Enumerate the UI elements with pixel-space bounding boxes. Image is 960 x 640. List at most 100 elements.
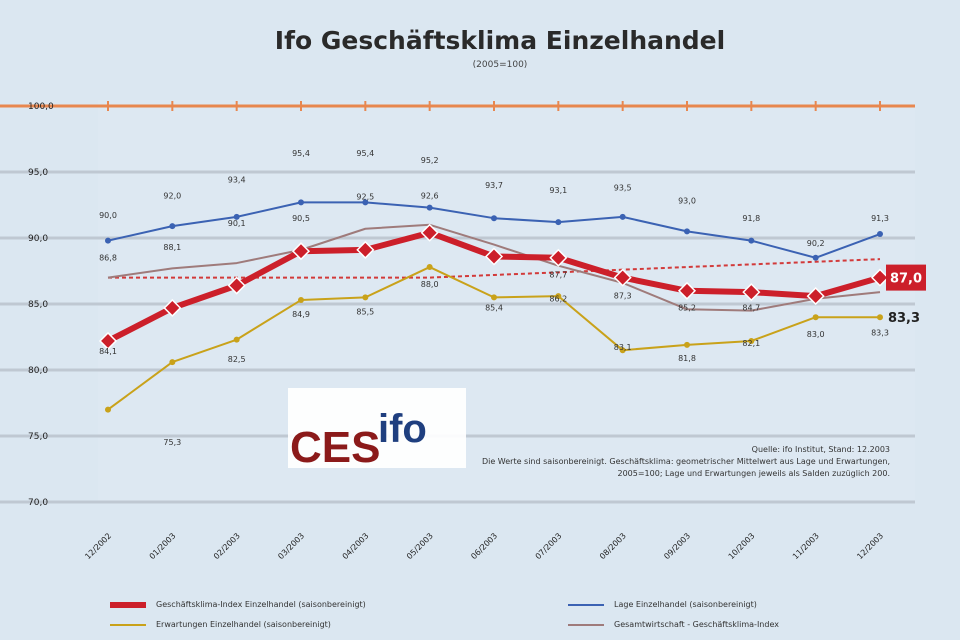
x-tick-label-8: 08/2003 [598,531,628,561]
series-0-point-8 [613,268,632,287]
data-label-4: 95,4 [356,149,374,158]
data-label-13: 86,8 [99,253,117,262]
y-tick-label-0: 100,0 [28,102,54,112]
series-2-point-2 [233,336,240,343]
series-1-point-12 [877,231,883,238]
cesifo-logo-background [288,388,466,468]
series-0-point-11 [806,287,825,306]
x-tick-label-10: 10/2003 [727,531,757,561]
end-label-red: 87,0 [890,272,922,287]
series-1-point-10 [748,237,755,244]
data-label-25: 82,5 [228,355,246,364]
data-label-20: 87,3 [614,292,632,301]
x-tick-label-6: 06/2003 [469,531,499,561]
legend: Geschäftsklima-Index Einzelhandel (saiso… [0,590,960,640]
data-label-23: 84,1 [99,347,117,356]
series-0-point-1 [163,298,182,318]
series-1-point-11 [812,254,819,261]
data-label-12: 91,3 [871,214,889,223]
data-label-8: 93,5 [614,183,632,192]
series-0-point-0 [98,331,118,351]
data-label-24: 75,3 [163,438,181,447]
data-label-7: 93,1 [549,186,567,195]
data-label-16: 90,5 [292,214,310,223]
end-label-gold: 83,3 [888,311,920,326]
series-0-point-4 [356,240,375,259]
data-label-22: 84,7 [742,304,760,313]
legend-label-erwartungen: Erwartungen Einzelhandel (saisonbereinig… [156,620,331,629]
legend-label-gk-einzelhandel: Geschäftsklima-Index Einzelhandel (saiso… [156,600,366,609]
x-tick-label-11: 11/2003 [791,531,821,561]
data-label-2: 93,4 [228,176,246,185]
cesifo-logo-ifo: ifo [378,407,427,451]
legend-swatch-brown [568,623,604,626]
data-label-6: 93,7 [485,181,503,190]
series-2-point-3 [298,297,304,304]
legend-item-lage: Lage Einzelhandel (saisonbereinigt) [568,600,757,609]
legend-label-gesamtwirtschaft: Gesamtwirtschaft - Geschäftsklima-Index [614,620,779,629]
legend-swatch-red [110,601,146,608]
data-label-28: 88,0 [421,280,439,289]
y-tick-label-3: 85,0 [28,300,48,310]
x-tick-label-9: 09/2003 [662,531,692,561]
data-label-1: 92,0 [163,191,181,200]
series-1-point-8 [619,213,626,220]
source-line-2: Die Werte sind saisonbereinigt. Geschäft… [481,457,890,466]
series-2-point-5 [426,264,433,271]
x-tick-label-4: 04/2003 [341,531,371,561]
chart-subtitle: (2005=100) [472,60,528,70]
data-label-0: 90,0 [99,211,117,220]
source-line-3: 2005=100; Lage und Erwartungen jeweils a… [617,469,890,478]
series-line-3 [107,223,881,312]
y-tick-label-2: 90,0 [28,234,48,244]
series-1-point-2 [233,213,240,220]
data-label-10: 91,8 [742,214,760,223]
x-tick-label-0: 12/2002 [83,531,113,561]
series-2-point-1 [169,359,176,366]
x-tick-label-2: 02/2003 [212,531,242,561]
y-tick-label-1: 95,0 [28,168,48,178]
data-label-9: 93,0 [678,197,696,206]
legend-item-erwartungen: Erwartungen Einzelhandel (saisonbereinig… [110,620,331,629]
legend-label-lage: Lage Einzelhandel (saisonbereinigt) [614,600,757,609]
data-label-35: 83,3 [871,329,889,338]
data-label-14: 88,1 [163,243,181,252]
y-tick-label-5: 75,0 [28,432,48,442]
series-0-point-6 [484,247,504,266]
series-0-point-10 [742,283,761,302]
series-1-point-4 [362,199,369,206]
series-1-point-6 [491,215,497,222]
series-0-point-2 [227,276,246,295]
chart-title: Ifo Geschäftsklima Einzelhandel [274,26,726,55]
series-0-point-12 [870,268,890,287]
data-label-31: 83,1 [614,343,632,352]
cesifo-logo-ces: CES [290,423,380,472]
data-label-34: 83,0 [807,330,825,339]
data-label-30: 86,2 [549,294,567,303]
plot-area [98,100,915,502]
data-label-29: 85,4 [485,304,503,313]
series-0-point-5 [420,223,439,242]
series-2-point-10 [748,337,755,344]
series-0-point-7 [549,248,568,267]
source-note: Quelle: ifo Institut, Stand: 12.2003 Die… [470,444,890,480]
x-tick-label-1: 01/2003 [148,531,178,561]
legend-item-gesamtwirtschaft: Gesamtwirtschaft - Geschäftsklima-Index [568,620,779,629]
series-0-point-9 [677,281,697,300]
data-label-26: 84,9 [292,310,310,319]
data-label-32: 81,8 [678,354,696,363]
data-label-18: 92,6 [421,191,439,200]
series-2-point-11 [812,314,819,321]
series-0-point-3 [291,242,311,261]
series-2-point-0 [105,406,111,413]
y-tick-label-4: 80,0 [28,366,48,376]
data-label-21: 85,2 [678,304,696,313]
x-tick-label-3: 03/2003 [276,531,306,561]
series-2-point-12 [877,314,883,321]
x-tick-label-7: 07/2003 [534,531,564,561]
series-1-point-0 [105,237,111,244]
legend-swatch-blue [568,603,604,606]
series-2-point-4 [362,294,369,301]
series-1-point-5 [426,204,433,211]
